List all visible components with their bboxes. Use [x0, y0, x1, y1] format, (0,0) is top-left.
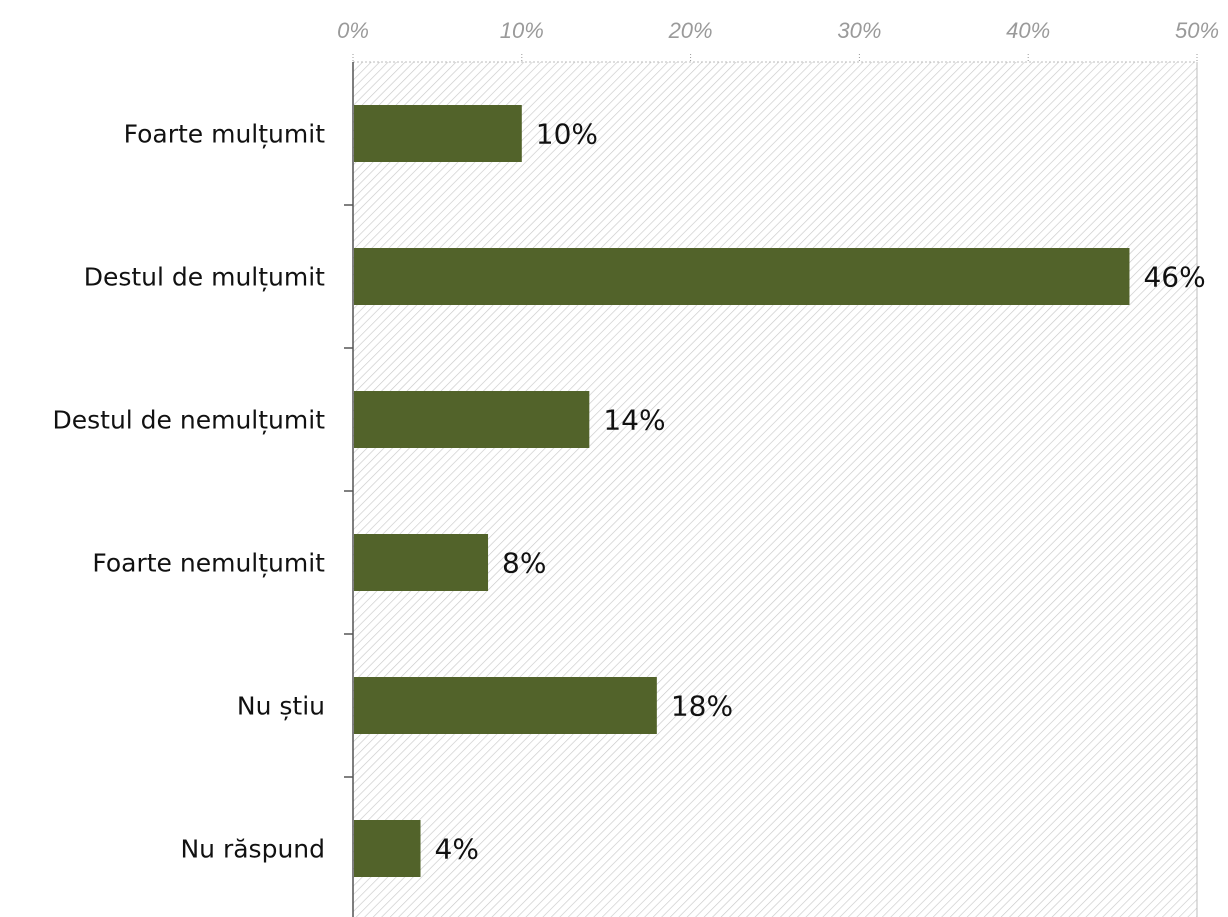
category-label: Destul de mulțumit: [84, 263, 325, 292]
data-label: 14%: [603, 404, 665, 437]
category-label: Nu știu: [237, 692, 325, 721]
data-label: 18%: [671, 690, 733, 723]
plot-area: [353, 62, 1197, 917]
x-tick-label: 20%: [668, 18, 713, 43]
bar: [354, 820, 421, 877]
data-label: 46%: [1143, 261, 1205, 294]
data-label: 8%: [502, 547, 546, 580]
bar: [354, 677, 657, 734]
bar: [354, 248, 1130, 305]
data-label: 10%: [536, 118, 598, 151]
category-label: Foarte mulțumit: [124, 120, 326, 149]
x-tick-label: 50%: [1175, 18, 1219, 43]
x-tick-label: 10%: [500, 18, 544, 43]
category-label: Nu răspund: [180, 835, 325, 864]
x-tick-label: 40%: [1006, 18, 1050, 43]
x-tick-label: 30%: [837, 18, 881, 43]
bar: [354, 105, 522, 162]
category-label: Destul de nemulțumit: [52, 406, 325, 435]
category-label: Foarte nemulțumit: [92, 549, 325, 578]
bar: [354, 534, 489, 591]
bar: [354, 391, 590, 448]
data-label: 4%: [435, 833, 479, 866]
x-tick-label: 0%: [337, 18, 369, 43]
